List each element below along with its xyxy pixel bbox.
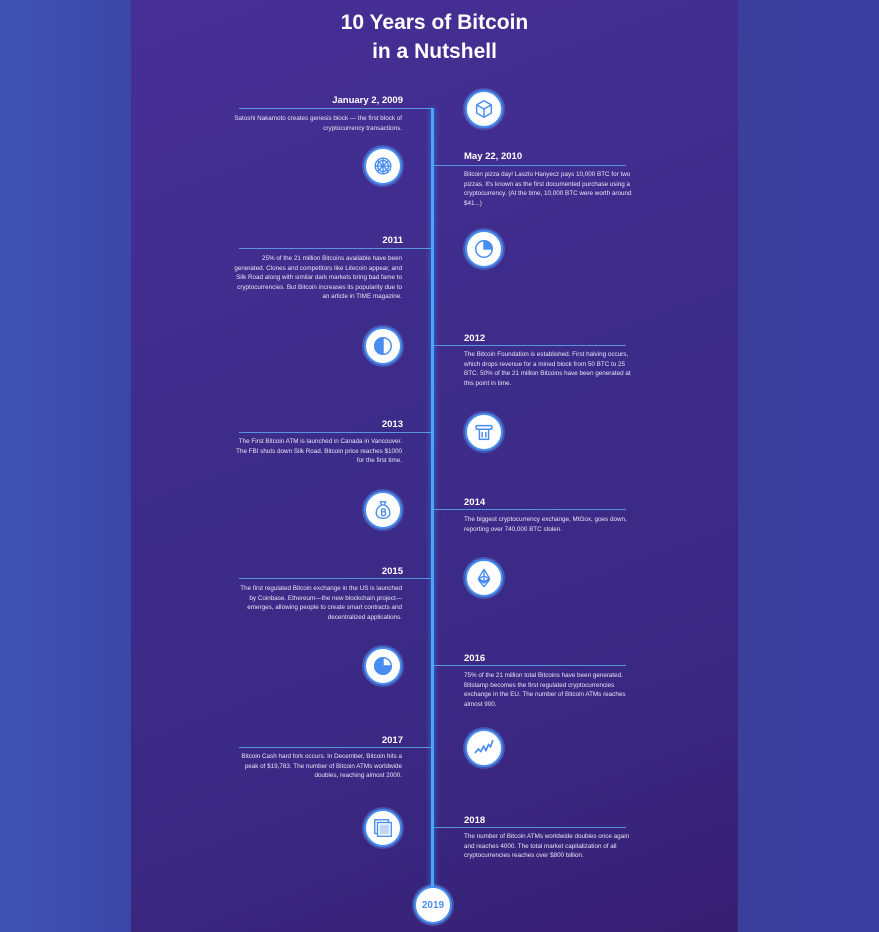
title-line-1: 10 Years of Bitcoin xyxy=(340,11,529,34)
event-year: 2017 xyxy=(381,735,403,746)
event-year: 2018 xyxy=(464,815,486,826)
connector-line xyxy=(239,578,432,579)
event-year: January 2, 2009 xyxy=(332,95,403,106)
price-chart-icon xyxy=(465,729,503,767)
connector-line xyxy=(433,665,626,666)
connector-line xyxy=(239,432,432,433)
money-bag-icon xyxy=(364,491,402,529)
connector-line xyxy=(433,509,626,510)
connector-line xyxy=(239,747,432,748)
event-description: The first regulated Bitcoin exchange in … xyxy=(240,585,402,621)
event-year: 2014 xyxy=(464,497,486,508)
connector-line xyxy=(433,827,626,828)
event-description: Satoshi Nakamoto creates genesis block —… xyxy=(234,115,402,132)
event-description: 25% of the 21 million Bitcoins available… xyxy=(234,255,402,301)
timeline-axis xyxy=(431,108,434,894)
half-circle-icon xyxy=(364,327,402,365)
connector-line xyxy=(239,248,432,249)
pie-three-quarter-icon xyxy=(364,647,402,685)
cube-icon xyxy=(465,90,503,128)
event-description: The number of Bitcoin ATMs worldwide dou… xyxy=(464,833,630,860)
event-year: 2011 xyxy=(382,235,403,246)
connector-line xyxy=(239,108,432,109)
timeline-end-badge: 2019 xyxy=(414,886,452,924)
event-description: The biggest cryptocurrency exchange, MtG… xyxy=(464,516,627,533)
event-description: Bitcoin Cash hard fork occurs. In Decemb… xyxy=(241,753,402,780)
event-description: Bitcoin pizza day! Laszlo Hanyecz pays 1… xyxy=(464,171,632,207)
event-year: 2012 xyxy=(464,333,486,344)
event-year: 2016 xyxy=(464,653,486,664)
pizza-icon xyxy=(364,147,402,185)
event-year: 2013 xyxy=(381,419,403,430)
connector-line xyxy=(433,345,626,346)
connector-line xyxy=(433,165,626,166)
stacked-cards-icon xyxy=(364,809,402,847)
ethereum-icon xyxy=(465,559,503,597)
infographic-panel: 10 Years of Bitcoin in a Nutshell Januar… xyxy=(131,0,738,932)
pie-quarter-icon xyxy=(465,230,503,268)
page-title: 10 Years of Bitcoin in a Nutshell xyxy=(131,8,738,66)
atm-icon xyxy=(465,413,503,451)
event-description: The Bitcoin Foundation is established. F… xyxy=(464,351,631,387)
event-year: May 22, 2010 xyxy=(464,151,523,162)
event-description: The First Bitcoin ATM is launched in Can… xyxy=(236,438,402,465)
event-description: 75% of the 21 million total Bitcoins hav… xyxy=(464,672,626,708)
title-line-2: in a Nutshell xyxy=(372,40,497,63)
event-year: 2015 xyxy=(381,566,403,577)
